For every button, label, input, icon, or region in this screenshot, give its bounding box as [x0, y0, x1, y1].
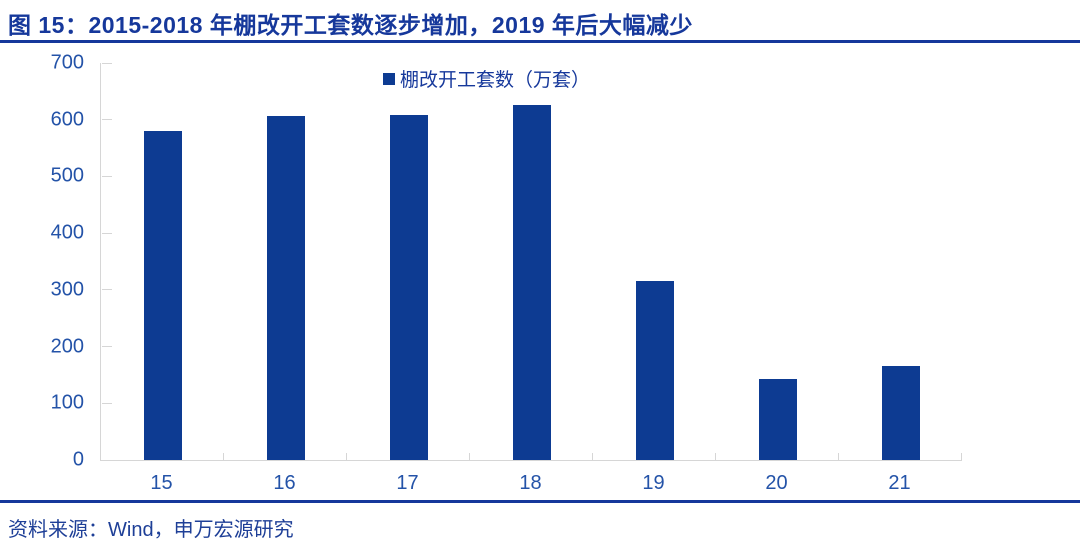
y-axis-tick	[102, 402, 112, 404]
x-axis-labels: 15 16 17 18 19 20 21	[100, 460, 961, 496]
x-axis-tick-label: 20	[765, 472, 788, 494]
x-axis-tick-label: 19	[642, 472, 665, 494]
bar-18	[512, 104, 551, 460]
y-axis-tick	[102, 119, 112, 121]
plot-area: 棚改开工套数（万套）	[100, 62, 962, 461]
y-axis-tick-label: 0	[72, 448, 84, 471]
x-axis-tick	[961, 453, 962, 460]
x-axis-tick	[346, 453, 347, 460]
y-axis-tick	[102, 175, 112, 177]
legend-marker-icon	[383, 72, 395, 85]
y-axis-tick-label: 400	[50, 221, 84, 244]
x-axis-tick-label: 18	[519, 472, 542, 494]
y-axis-tick	[102, 346, 112, 348]
y-axis-tick-label: 700	[50, 51, 84, 74]
y-axis-tick-label: 500	[50, 164, 84, 187]
bar-16	[266, 116, 305, 460]
legend-label: 棚改开工套数（万套）	[400, 70, 591, 91]
x-axis-tick-label: 21	[888, 472, 911, 494]
bar-19	[635, 280, 674, 460]
bar-15	[143, 131, 182, 460]
figure-title: 图 15：2015-2018 年棚改开工套数逐步增加，2019 年后大幅减少	[8, 12, 693, 38]
y-axis-tick-label: 300	[50, 278, 84, 301]
x-axis-tick-label: 15	[150, 472, 173, 494]
x-axis-tick	[223, 453, 224, 460]
source-note: 资料来源：Wind，申万宏源研究	[8, 519, 294, 541]
x-axis-tick	[838, 453, 839, 460]
x-axis-tick	[715, 453, 716, 460]
source-divider	[0, 500, 1080, 503]
y-axis-tick-label: 200	[50, 335, 84, 358]
x-axis-tick	[592, 453, 593, 460]
x-axis-tick	[469, 453, 470, 460]
y-axis-labels: 0 100 200 300 400 500 600 700	[0, 52, 88, 471]
x-axis-tick-label: 17	[396, 472, 419, 494]
title-divider	[0, 40, 1080, 43]
y-axis-tick	[102, 289, 112, 291]
bar-17	[389, 114, 428, 460]
y-axis-tick	[102, 232, 112, 234]
y-axis-tick-label: 600	[50, 108, 84, 131]
bar-21	[881, 366, 920, 460]
y-axis-tick-label: 100	[50, 391, 84, 414]
x-axis-tick-label: 16	[273, 472, 296, 494]
bar-20	[758, 378, 797, 460]
chart-legend: 棚改开工套数（万套）	[383, 65, 590, 92]
y-axis-tick	[102, 62, 112, 64]
